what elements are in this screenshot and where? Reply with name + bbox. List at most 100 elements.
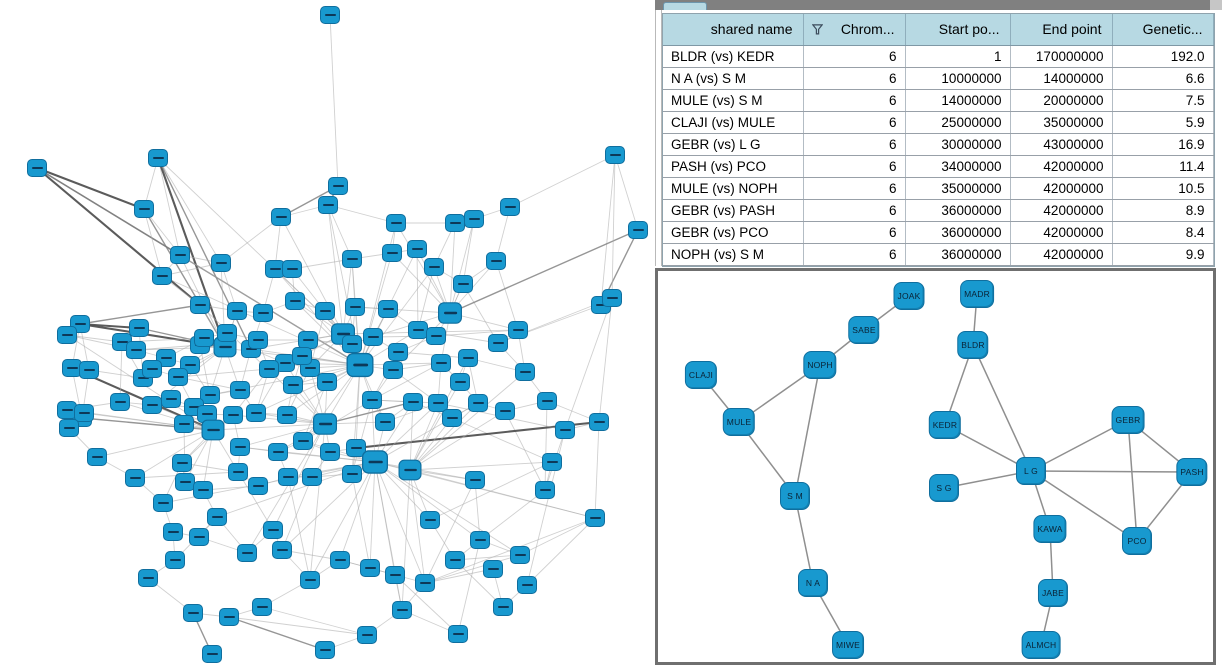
- network-node-jabe[interactable]: JABE: [1037, 579, 1069, 607]
- network-node-noph[interactable]: NOPH: [803, 351, 837, 379]
- network-node[interactable]: [217, 324, 237, 342]
- network-edge[interactable]: [474, 479, 481, 541]
- network-node[interactable]: [500, 198, 520, 216]
- network-edge[interactable]: [261, 606, 368, 636]
- network-node[interactable]: [142, 360, 162, 378]
- network-edge[interactable]: [409, 469, 596, 519]
- network-edge[interactable]: [564, 297, 613, 431]
- network-node[interactable]: [375, 413, 395, 431]
- network-node[interactable]: [508, 321, 528, 339]
- network-edge[interactable]: [374, 461, 476, 481]
- network-node[interactable]: [517, 576, 537, 594]
- column-header-chromosome[interactable]: Chrom...: [803, 14, 906, 46]
- network-node[interactable]: [313, 413, 337, 435]
- network-edge[interactable]: [972, 344, 1032, 472]
- network-node[interactable]: [87, 448, 107, 466]
- network-node[interactable]: [57, 326, 77, 344]
- network-node[interactable]: [602, 289, 622, 307]
- network-edge[interactable]: [157, 157, 222, 264]
- network-node[interactable]: [342, 465, 362, 483]
- network-edge[interactable]: [429, 461, 553, 521]
- network-node[interactable]: [458, 349, 478, 367]
- network-node[interactable]: [415, 574, 435, 592]
- network-node[interactable]: [230, 438, 250, 456]
- network-edge[interactable]: [302, 364, 361, 442]
- network-node[interactable]: [428, 394, 448, 412]
- network-edge[interactable]: [351, 399, 373, 475]
- network-node[interactable]: [263, 521, 283, 539]
- network-node[interactable]: [293, 432, 313, 450]
- network-node[interactable]: [495, 402, 515, 420]
- network-edge[interactable]: [374, 461, 396, 576]
- network-node[interactable]: [628, 221, 648, 239]
- network-node-pco[interactable]: PCO: [1122, 527, 1152, 555]
- column-header-end-point[interactable]: End point: [1010, 14, 1113, 46]
- network-node[interactable]: [357, 626, 377, 644]
- network-node[interactable]: [227, 302, 247, 320]
- network-node[interactable]: [385, 566, 405, 584]
- network-node[interactable]: [175, 473, 195, 491]
- network-edge[interactable]: [409, 469, 426, 584]
- network-edge[interactable]: [255, 364, 361, 414]
- network-edge[interactable]: [435, 329, 519, 337]
- network-edge[interactable]: [327, 204, 397, 224]
- network-edge[interactable]: [449, 229, 639, 314]
- network-node[interactable]: [168, 368, 188, 386]
- network-node-pash[interactable]: PASH: [1176, 458, 1208, 486]
- network-node[interactable]: [272, 541, 292, 559]
- network-edge[interactable]: [401, 469, 411, 611]
- network-node[interactable]: [448, 625, 468, 643]
- network-node[interactable]: [248, 331, 268, 349]
- network-node-mule[interactable]: MULE: [722, 408, 756, 436]
- network-node[interactable]: [317, 373, 337, 391]
- network-edge[interactable]: [457, 539, 481, 635]
- network-edge[interactable]: [395, 222, 451, 314]
- network-edge[interactable]: [239, 423, 326, 448]
- table-row[interactable]: MULE (vs) S M 6 14000000 20000000 7.5: [663, 89, 1214, 112]
- network-edge[interactable]: [424, 554, 521, 584]
- network-edge[interactable]: [281, 476, 313, 551]
- network-edge[interactable]: [495, 260, 519, 331]
- network-edge[interactable]: [409, 461, 553, 471]
- network-node[interactable]: [442, 409, 462, 427]
- network-edge[interactable]: [327, 204, 344, 335]
- network-node[interactable]: [142, 396, 162, 414]
- network-node[interactable]: [424, 258, 444, 276]
- network-edge[interactable]: [509, 154, 616, 208]
- network-edge[interactable]: [143, 208, 163, 277]
- network-edge[interactable]: [449, 222, 456, 314]
- network-edge[interactable]: [614, 154, 639, 231]
- network-node[interactable]: [542, 453, 562, 471]
- network-edge[interactable]: [228, 616, 326, 651]
- network-node[interactable]: [589, 413, 609, 431]
- network-node[interactable]: [200, 386, 220, 404]
- network-node[interactable]: [453, 275, 473, 293]
- network-node[interactable]: [537, 392, 557, 410]
- network-node[interactable]: [189, 528, 209, 546]
- network-node[interactable]: [510, 546, 530, 564]
- network-edge[interactable]: [526, 517, 596, 586]
- network-edge[interactable]: [462, 283, 499, 344]
- network-edge[interactable]: [409, 371, 526, 471]
- network-node[interactable]: [190, 296, 210, 314]
- network-edge[interactable]: [36, 167, 145, 210]
- network-edge[interactable]: [454, 554, 521, 561]
- network-edge[interactable]: [309, 461, 376, 581]
- network-node[interactable]: [126, 341, 146, 359]
- table-row[interactable]: GEBR (vs) PASH 6 36000000 42000000 8.9: [663, 199, 1214, 222]
- network-node[interactable]: [165, 551, 185, 569]
- table-row[interactable]: CLAJI (vs) MULE 6 25000000 35000000 5.9: [663, 111, 1214, 134]
- network-node[interactable]: [300, 571, 320, 589]
- network-node[interactable]: [438, 302, 462, 324]
- panel-divider[interactable]: [655, 10, 662, 266]
- network-node[interactable]: [125, 469, 145, 487]
- network-node[interactable]: [346, 352, 374, 378]
- network-node[interactable]: [248, 477, 268, 495]
- table-row[interactable]: PASH (vs) PCO 6 34000000 42000000 11.4: [663, 155, 1214, 178]
- network-node[interactable]: [378, 300, 398, 318]
- network-edge[interactable]: [342, 258, 353, 335]
- network-edge[interactable]: [374, 461, 481, 541]
- network-edge[interactable]: [449, 218, 475, 314]
- network-edge[interactable]: [594, 421, 600, 519]
- network-node[interactable]: [183, 604, 203, 622]
